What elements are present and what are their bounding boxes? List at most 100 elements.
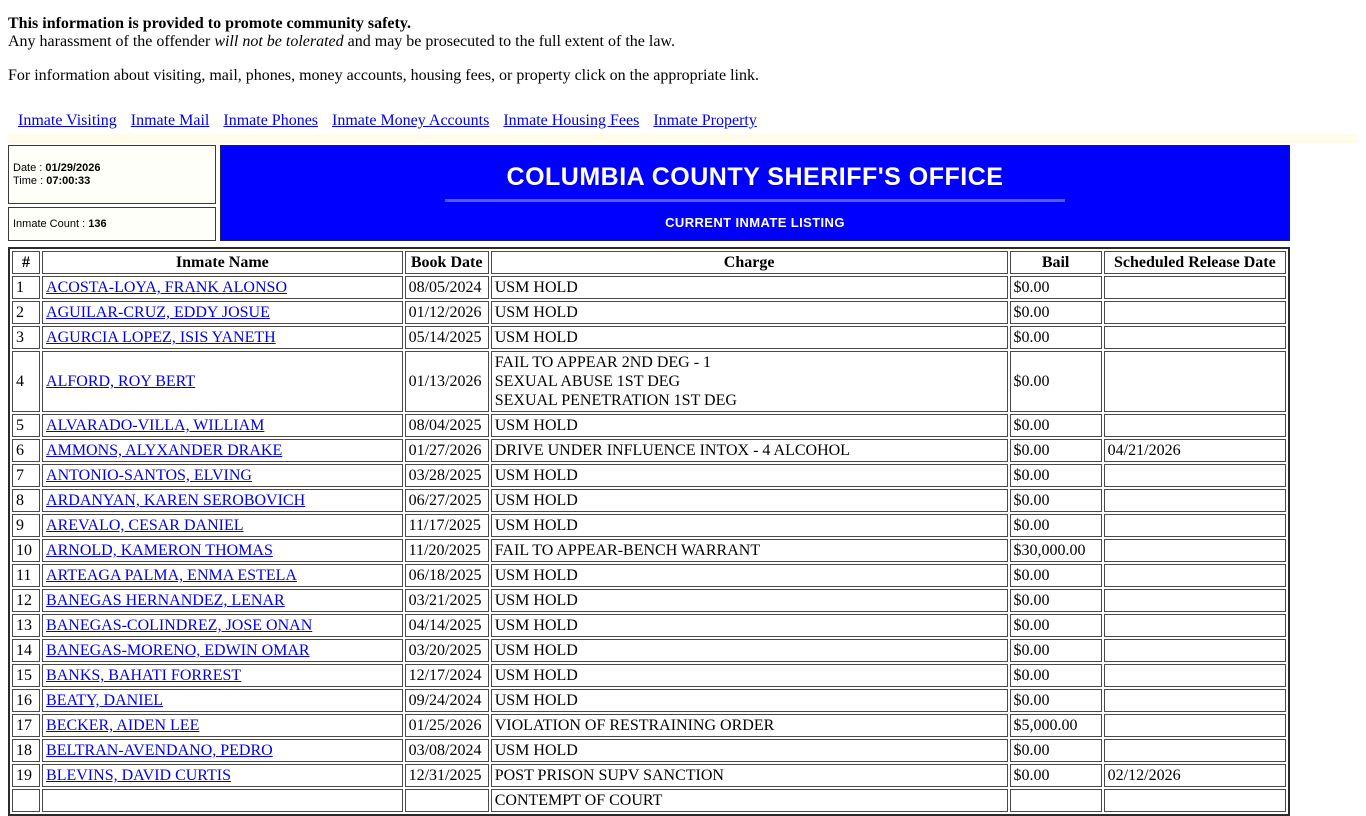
inmate-name-cell: ACOSTA-LOYA, FRANK ALONSO [42,276,403,299]
nav-link-inmate-visiting[interactable]: Inmate Visiting [18,112,117,129]
divider-strip [8,134,1358,143]
book-date-cell: 06/18/2025 [404,564,489,587]
release-date-cell [1103,589,1286,612]
charge-line: SEXUAL PENETRATION 1ST DEG [494,392,737,409]
nav-link-inmate-phones[interactable]: Inmate Phones [223,112,319,129]
charge-cell: USM HOLD [490,514,1008,537]
inmate-name-link[interactable]: ALFORD, ROY BERT [46,373,196,390]
book-date-cell: 01/25/2026 [404,714,489,737]
charge-cell: USM HOLD [490,664,1008,687]
charge-line: USM HOLD [494,692,578,709]
charge-line: USM HOLD [494,304,578,321]
column-header-charge: Charge [490,251,1008,274]
charge-cell: USM HOLD [490,301,1008,324]
inmate-name-link[interactable]: AGURCIA LOPEZ, ISIS YANETH [46,329,276,346]
inmate-name-link[interactable]: BLEVINS, DAVID CURTIS [46,767,232,784]
inmate-info-links: Inmate Visiting Inmate Mail Inmate Phones I… [8,112,1358,130]
book-date-cell: 08/04/2025 [404,414,489,437]
inmate-row: 18 BELTRAN-AVENDANO, PEDRO 03/08/2024 USM H… [12,739,1286,762]
inmate-name-link[interactable]: AMMONS, ALYXANDER DRAKE [46,442,283,459]
bail-cell: $0.00 [1009,301,1102,324]
inmate-name-link[interactable]: BEATY, DANIEL [46,692,164,709]
nav-link-inmate-money-accounts[interactable]: Inmate Money Accounts [332,112,490,129]
inmate-row: 9 AREVALO, CESAR DANIEL 11/17/2025 USM HOLD… [12,514,1286,537]
book-date-cell: 12/31/2025 [404,764,489,787]
inmate-row: CONTEMPT OF COURT [12,789,1286,812]
row-number-cell: 13 [12,614,41,637]
charge-cell: USM HOLD [490,689,1008,712]
row-number-cell: 2 [12,301,41,324]
inmate-name-cell: BANEGAS HERNANDEZ, LENAR [42,589,403,612]
inmate-name-link[interactable]: ALVARADO-VILLA, WILLIAM [46,417,265,434]
inmate-name-link[interactable]: ACOSTA-LOYA, FRANK ALONSO [46,279,287,296]
inmate-row: 7 ANTONIO-SANTOS, ELVING 03/28/2025 USM HOL… [12,464,1286,487]
book-date-cell: 06/27/2025 [404,489,489,512]
inmate-name-cell: BEATY, DANIEL [42,689,403,712]
release-date-cell [1103,664,1286,687]
bail-cell: $5,000.00 [1009,714,1102,737]
inmate-count-box: Inmate Count : 136 [8,207,216,241]
inmate-name-cell: BANEGAS-MORENO, EDWIN OMAR [42,639,403,662]
bail-cell: $0.00 [1009,664,1102,687]
inmate-name-link[interactable]: ARTEAGA PALMA, ENMA ESTELA [46,567,297,584]
inmate-name-link[interactable]: ANTONIO-SANTOS, ELVING [46,467,252,484]
inmate-name-link[interactable]: ARNOLD, KAMERON THOMAS [46,542,273,559]
bail-cell: $0.00 [1009,489,1102,512]
nav-link-inmate-property[interactable]: Inmate Property [653,112,757,129]
release-date-cell [1103,639,1286,662]
bail-cell: $0.00 [1009,464,1102,487]
row-number-cell: 18 [12,739,41,762]
inmate-name-link[interactable]: BELTRAN-AVENDANO, PEDRO [46,742,273,759]
inmate-row: 3 AGURCIA LOPEZ, ISIS YANETH 05/14/2025 USM… [12,326,1286,349]
bail-cell: $0.00 [1009,326,1102,349]
inmate-row: 12 BANEGAS HERNANDEZ, LENAR 03/21/2025 USM … [12,589,1286,612]
nav-link-inmate-housing-fees[interactable]: Inmate Housing Fees [503,112,640,129]
inmate-name-cell: AMMONS, ALYXANDER DRAKE [42,439,403,462]
inmate-row: 14 BANEGAS-MORENO, EDWIN OMAR 03/20/2025 US… [12,639,1286,662]
inmate-name-link[interactable]: BANEGAS-MORENO, EDWIN OMAR [46,642,310,659]
row-number-cell: 1 [12,276,41,299]
charge-cell: USM HOLD [490,639,1008,662]
charge-line: USM HOLD [494,417,578,434]
inmate-name-cell: ARNOLD, KAMERON THOMAS [42,539,403,562]
inmate-name-cell: AREVALO, CESAR DANIEL [42,514,403,537]
inmate-name-link[interactable]: ARDANYAN, KAREN SEROBOVICH [46,492,306,509]
inmate-row: 6 AMMONS, ALYXANDER DRAKE 01/27/2026 DRIVE … [12,439,1286,462]
inmate-name-link[interactable]: BANEGAS HERNANDEZ, LENAR [46,592,285,609]
inmate-count-value: 136 [88,218,107,230]
inmate-name-link[interactable]: BANKS, BAHATI FORREST [46,667,242,684]
harassment-notice-emphasis: will not be tolerated [214,33,344,50]
charge-cell: USM HOLD [490,589,1008,612]
book-date-cell [404,789,489,812]
column-header--: # [12,251,41,274]
release-date-cell [1103,714,1286,737]
charge-line: USM HOLD [494,742,578,759]
inmate-row: 4 ALFORD, ROY BERT 01/13/2026 FAIL TO APPEA… [12,351,1286,412]
book-date-cell: 04/14/2025 [404,614,489,637]
book-date-cell: 01/12/2026 [404,301,489,324]
date-line: Date : 01/29/2026 [13,161,101,174]
book-date-cell: 01/13/2026 [404,351,489,412]
inmate-row: 17 BECKER, AIDEN LEE 01/25/2026 VIOLATION O… [12,714,1286,737]
inmate-name-link[interactable]: BANEGAS-COLINDREZ, JOSE ONAN [46,617,313,634]
book-date-cell: 11/17/2025 [404,514,489,537]
charge-line: USM HOLD [494,467,578,484]
inmate-row: 5 ALVARADO-VILLA, WILLIAM 08/04/2025 USM HO… [12,414,1286,437]
release-date-cell [1103,326,1286,349]
charge-line: USM HOLD [494,517,578,534]
inmate-name-link[interactable]: BECKER, AIDEN LEE [46,717,200,734]
column-header-scheduled-release-date: Scheduled Release Date [1103,251,1286,274]
inmate-name-link[interactable]: AREVALO, CESAR DANIEL [46,517,244,534]
row-number-cell: 16 [12,689,41,712]
charge-cell: USM HOLD [490,614,1008,637]
book-date-cell: 03/08/2024 [404,739,489,762]
release-date-cell [1103,539,1286,562]
nav-link-inmate-mail[interactable]: Inmate Mail [130,112,210,129]
inmate-name-link[interactable]: AGUILAR-CRUZ, EDDY JOSUE [46,304,270,321]
link-instruction: For information about visiting, mail, ph… [8,67,759,84]
date-time-box: Date : 01/29/2026 Time : 07:00:33 [8,145,216,204]
inmate-row: 13 BANEGAS-COLINDREZ, JOSE ONAN 04/14/2025… [12,614,1286,637]
bail-cell: $0.00 [1009,739,1102,762]
release-date-cell [1103,689,1286,712]
